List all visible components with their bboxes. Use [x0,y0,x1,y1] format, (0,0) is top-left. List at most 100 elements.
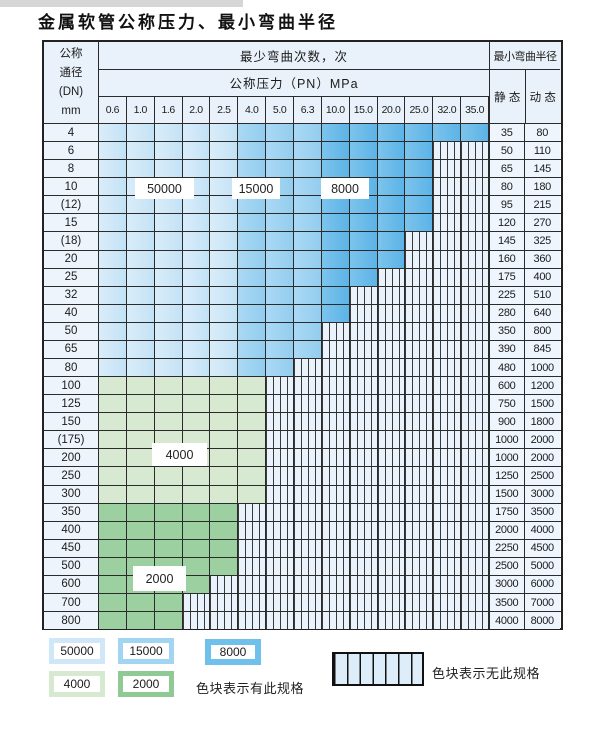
static-radius-cell: 65 [489,160,525,178]
cycle-cell-unavailable [433,413,462,431]
cycle-cell-unavailable [321,539,350,557]
pressure-cells [99,142,490,160]
cycle-cell-unavailable [461,413,490,431]
table-row: 100 600 1200 [44,377,561,396]
cycle-cell-available [266,196,295,214]
zone-label-2000: 2000 [133,566,186,591]
cycle-cell-available [238,359,267,377]
pressure-col-header: 25.0 [405,97,434,123]
cycle-cell-available [405,196,434,214]
pressure-cells [99,359,490,377]
cycle-cell-available [154,124,183,142]
cycle-cell-available [349,160,378,178]
cycle-cell-unavailable [461,485,490,503]
dynamic-radius-cell: 845 [524,340,560,359]
cycle-cell-available [154,413,183,431]
cycle-cell-unavailable [321,485,350,503]
cycle-cell-available [238,196,267,214]
pressure-cells [99,340,490,359]
static-radius-cell: 390 [489,340,525,359]
cycle-cell-available [126,322,155,340]
pressure-cells [99,467,490,485]
cycle-cell-unavailable [349,503,378,521]
cycle-cell-available [210,467,239,485]
cycle-cell-unavailable [349,322,378,340]
cycle-cell-available [377,124,406,142]
cycle-cell-unavailable [321,521,350,539]
cycle-cell-unavailable [461,160,490,178]
cycle-cell-available [405,124,434,142]
pressure-cells [99,232,490,250]
cycle-cell-unavailable [377,485,406,503]
cycle-cell-unavailable [321,413,350,431]
cycle-cell-unavailable [405,250,434,268]
cycle-cell-unavailable [433,268,462,286]
dn-cell: 6 [44,142,99,160]
cycle-cell-available [126,196,155,214]
cycle-cell-available [126,304,155,322]
cycle-cell-unavailable [461,539,490,557]
cycle-cell-available [266,250,295,268]
cycle-cell-unavailable [349,575,378,594]
table-row: 200 1000 2000 [44,449,561,468]
cycle-cell-available [154,539,183,557]
radius-header-group: 最小弯曲半径 静 态 动 态 [489,42,560,123]
table-row: 350 1750 3500 [44,503,561,522]
cycle-cell-available [154,612,183,630]
cycle-cell-unavailable [461,612,490,630]
dn-cell: 600 [44,575,99,594]
dynamic-radius-cell: 1800 [524,413,560,431]
cycle-cell-unavailable [377,557,406,575]
dn-cell: 500 [44,557,99,575]
cycle-cell-available [377,142,406,160]
cycle-cell-unavailable [238,539,267,557]
cycle-cell-available [266,214,295,232]
static-radius-cell: 750 [489,395,525,413]
cycle-cell-available [210,413,239,431]
cycle-cell-unavailable [321,431,350,449]
cycle-cell-available [99,413,127,431]
cycle-cell-available [377,214,406,232]
cycle-cell-available [99,539,127,557]
cycle-cell-unavailable [433,232,462,250]
cycle-cell-unavailable [405,521,434,539]
cycle-cell-available [126,124,155,142]
cycle-cell-unavailable [433,612,462,630]
dn-cell: 32 [44,286,99,304]
static-radius-cell: 35 [489,124,525,142]
pressure-col-header: 4.0 [238,97,267,123]
dn-cell: (12) [44,196,99,214]
cycle-cell-available [405,214,434,232]
cycle-cell-unavailable [294,557,322,575]
cycle-cell-available [99,485,127,503]
dn-cell: 50 [44,322,99,340]
pressure-col-header: 1.0 [127,97,155,123]
cycle-cell-available [182,214,211,232]
cycle-cell-unavailable [349,449,378,467]
cycle-cell-available [99,232,127,250]
cycle-cell-available [99,340,127,359]
cycle-cell-unavailable [433,214,462,232]
cycle-cell-unavailable [266,557,295,575]
dn-cell: 15 [44,214,99,232]
cycle-cell-available [99,304,127,322]
cycle-cell-available [154,232,183,250]
cycle-cell-available [182,286,211,304]
cycle-cell-unavailable [321,377,350,395]
cycle-cell-unavailable [294,377,322,395]
static-radius-cell: 350 [489,322,525,340]
cycle-cell-unavailable [377,268,406,286]
dynamic-radius-cell: 3000 [524,485,560,503]
cycle-cell-available [182,557,211,575]
cycle-cell-unavailable [210,575,239,594]
dn-cell: 800 [44,612,99,630]
legend-swatch-50000: 50000 [49,638,105,664]
cycle-cell-available [321,160,350,178]
cycle-cell-available [321,250,350,268]
cycle-cell-unavailable [266,449,295,467]
cycle-cell-available [182,304,211,322]
legend-swatch-4000: 4000 [49,671,105,697]
static-radius-cell: 1250 [489,467,525,485]
cycle-cell-available [126,395,155,413]
cycle-cell-unavailable [433,467,462,485]
